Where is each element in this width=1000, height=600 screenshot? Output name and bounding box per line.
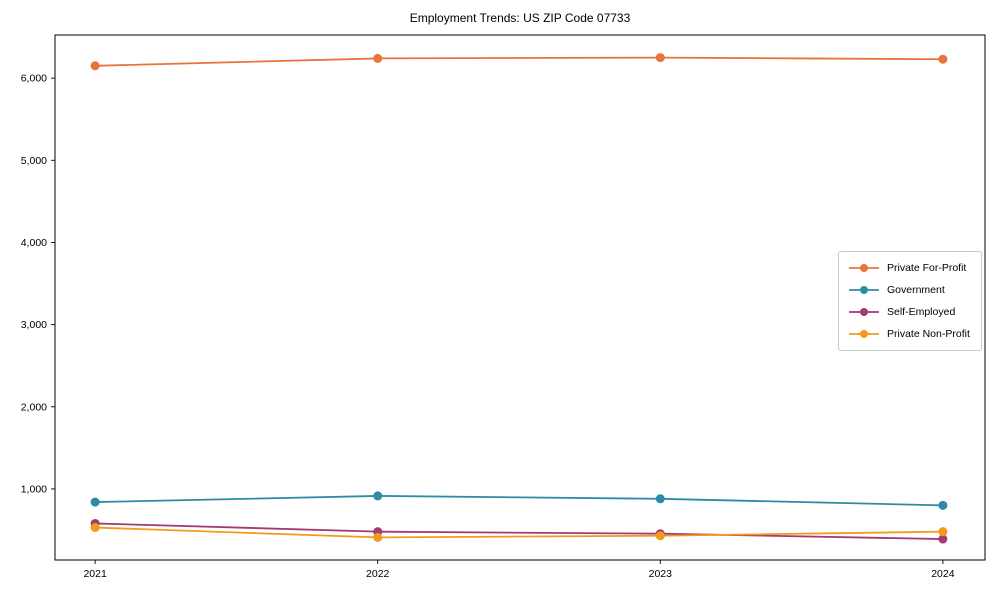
legend-label-private-for-profit: Private For-Profit [887, 262, 967, 274]
legend-marker-self-employed [849, 308, 879, 316]
x-tick-label: 2024 [931, 568, 955, 580]
data-point-private-non-profit-2021 [90, 523, 100, 533]
legend-label-government: Government [887, 284, 945, 296]
series-line-private-non-profit [95, 526, 943, 539]
data-point-private-for-profit-2021 [90, 61, 100, 71]
legend-item-self-employed: Self-Employed [848, 304, 972, 320]
series-line-government [95, 495, 943, 507]
data-point-private-for-profit-2023 [655, 53, 665, 63]
x-axis: 2021 2022 2023 2024 [83, 560, 955, 580]
y-tick-label: 6,000 [21, 73, 47, 85]
data-point-private-non-profit-2023 [655, 531, 665, 541]
y-axis: 1,000 2,000 3,000 4,000 5,000 6,000 [21, 73, 55, 495]
legend-label-self-employed: Self-Employed [887, 306, 956, 318]
plot-border [54, 34, 986, 561]
series-government [90, 491, 948, 510]
series-private-for-profit [90, 53, 948, 71]
series-private-non-profit [90, 523, 948, 542]
legend-item-private-non-profit: Private Non-Profit [848, 326, 972, 342]
legend-marker-private-for-profit [849, 264, 879, 272]
legend-item-private-for-profit: Private For-Profit [848, 260, 972, 276]
series-line-self-employed [95, 522, 943, 540]
data-point-government-2022 [373, 491, 383, 501]
data-point-self-employed-2024 [938, 534, 948, 544]
data-point-government-2021 [90, 497, 100, 507]
series-line-private-for-profit [95, 56, 943, 67]
y-tick-label: 4,000 [21, 237, 47, 249]
data-point-private-for-profit-2024 [938, 54, 948, 64]
data-point-private-non-profit-2022 [373, 532, 383, 542]
x-tick-label: 2022 [366, 568, 390, 580]
x-tick-label: 2021 [83, 568, 107, 580]
legend-marker-private-non-profit [849, 330, 879, 338]
y-tick-label: 3,000 [21, 319, 47, 331]
y-tick-label: 5,000 [21, 155, 47, 167]
legend-item-government: Government [848, 282, 972, 298]
y-tick-label: 2,000 [21, 401, 47, 413]
data-point-private-for-profit-2022 [373, 53, 383, 63]
data-point-government-2023 [655, 494, 665, 504]
chart-title: Employment Trends: US ZIP Code 07733 [409, 11, 631, 25]
y-tick-label: 1,000 [21, 483, 47, 495]
data-point-private-non-profit-2024 [938, 527, 948, 537]
legend: Private For-Profit Government Self-Employe… [838, 251, 982, 351]
x-tick-label: 2023 [649, 568, 673, 580]
data-point-government-2024 [938, 500, 948, 510]
legend-marker-government [849, 286, 879, 294]
legend-label-private-non-profit: Private Non-Profit [887, 328, 970, 340]
